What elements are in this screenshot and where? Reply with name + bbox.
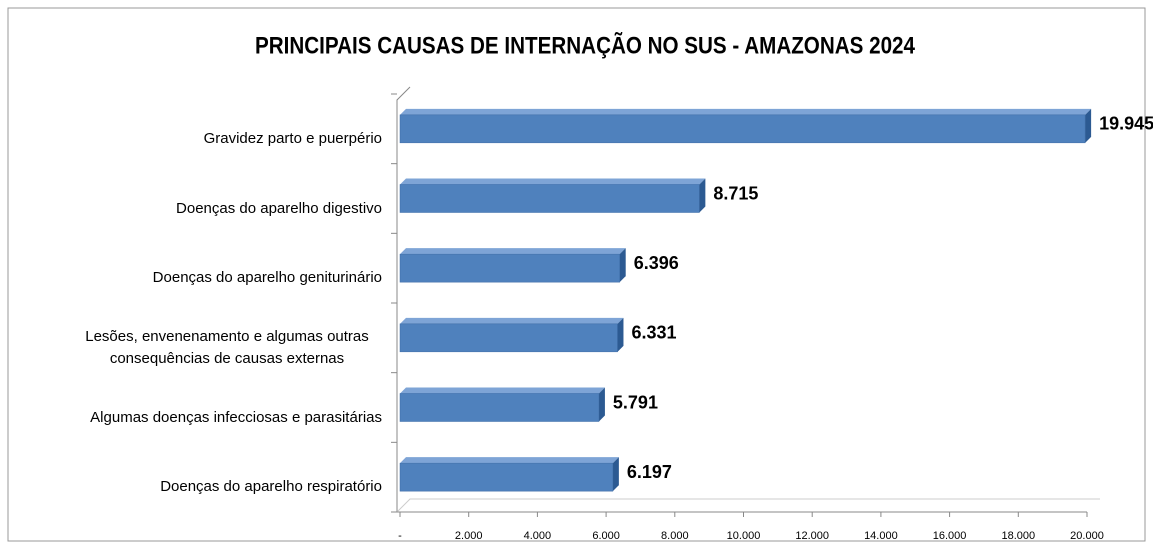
value-label: 6.396 (634, 253, 679, 273)
value-label: 19.945 (1099, 114, 1153, 134)
bar-top (400, 317, 624, 324)
bar-side (617, 317, 624, 352)
bar (399, 114, 1086, 144)
y-axis (396, 86, 411, 512)
x-tick-label: 16.000 (933, 530, 967, 542)
bar-side (598, 387, 605, 422)
chart-title: PRINCIPAIS CAUSAS DE INTERNAÇÃO NO SUS -… (255, 31, 916, 59)
bar-top (400, 457, 619, 464)
x-tick-label: 2.000 (455, 530, 483, 542)
category-label: Gravidez parto e puerpério (203, 129, 382, 147)
floor (396, 498, 1100, 513)
bar-top (400, 108, 1092, 115)
bar-side (1085, 108, 1092, 143)
bar-top (400, 387, 605, 394)
x-tick-label: 10.000 (727, 530, 761, 542)
bar-top (400, 178, 706, 185)
bar (399, 323, 618, 353)
x-tick-label: 20.000 (1070, 530, 1104, 542)
bar (399, 253, 620, 283)
x-tick-label: - (398, 530, 402, 542)
value-label: 6.331 (631, 323, 676, 343)
category-label: Doenças do aparelho digestivo (176, 199, 382, 217)
category-label: Algumas doenças infecciosas e parasitári… (90, 408, 382, 426)
x-tick-label: 14.000 (864, 530, 898, 542)
value-label: 5.791 (613, 392, 658, 412)
x-tick-label: 4.000 (524, 530, 552, 542)
x-tick-label: 8.000 (661, 530, 689, 542)
x-tick-label: 6.000 (592, 530, 620, 542)
value-label: 8.715 (713, 183, 758, 203)
bar-top (400, 248, 626, 255)
bar (399, 184, 700, 213)
x-tick-label: 18.000 (1001, 530, 1035, 542)
category-label: Doenças do aparelho respiratório (160, 478, 382, 496)
bar (399, 393, 600, 422)
bar (399, 462, 614, 492)
bar-side (612, 457, 619, 492)
category-label: Doenças do aparelho geniturinário (152, 269, 382, 287)
value-label: 6.197 (627, 462, 672, 482)
category-label: Lesões, envenenamento e algumas outras c… (85, 327, 369, 367)
x-tick-label: 12.000 (795, 530, 829, 542)
bar-side (699, 178, 706, 213)
bar-side (619, 248, 626, 283)
